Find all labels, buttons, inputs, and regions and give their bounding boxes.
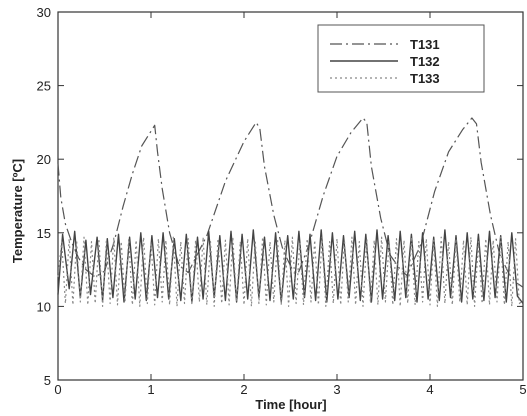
y-tick-label: 10 [37, 299, 51, 314]
x-tick-label: 5 [519, 382, 526, 397]
y-tick-label: 15 [37, 226, 51, 241]
plot-frame [57, 11, 524, 381]
series-layer [57, 117, 524, 307]
x-tick-label: 3 [333, 382, 340, 397]
x-tick-label: 4 [426, 382, 433, 397]
y-tick-label: 5 [44, 373, 51, 388]
y-tick-label: 20 [37, 152, 51, 167]
legend-label-t131: T131 [410, 37, 440, 52]
series-line-t133 [57, 236, 524, 307]
x-tick-label: 0 [54, 382, 61, 397]
x-tick-label: 1 [147, 382, 154, 397]
x-axis-label: Time [hour] [255, 397, 326, 412]
series-line-t131 [57, 117, 524, 288]
legend-box [317, 24, 485, 93]
legend-label-t132: T132 [410, 54, 440, 69]
legend: T131 T132 T133 [317, 24, 485, 93]
ticks-layer: 0 1 2 3 4 5 5 10 15 20 25 30 [37, 5, 527, 397]
y-tick-label: 25 [37, 79, 51, 94]
x-tick-label: 2 [240, 382, 247, 397]
y-tick-label: 30 [37, 5, 51, 20]
plot-border [57, 11, 524, 381]
y-axis-label: Temperature [ºC] [10, 159, 25, 263]
legend-label-t133: T133 [410, 71, 440, 86]
